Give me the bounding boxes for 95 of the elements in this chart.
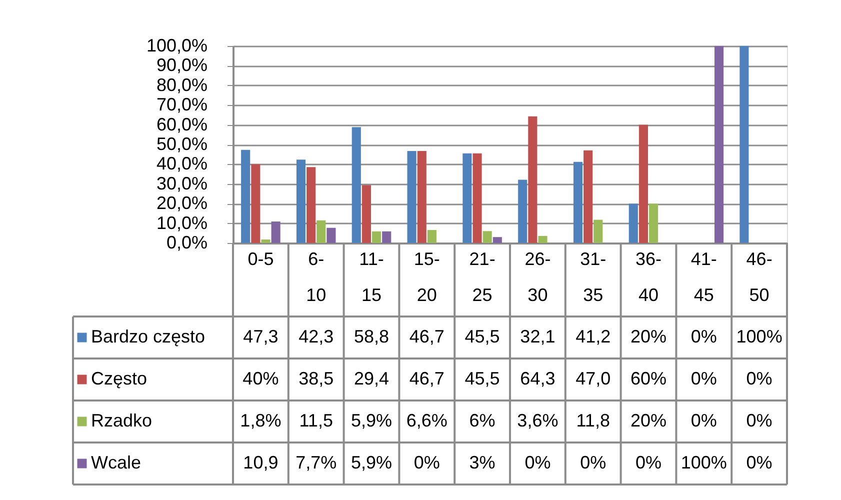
x-tick-label: 11-15 xyxy=(359,249,384,305)
bar xyxy=(382,231,392,243)
bar xyxy=(472,153,482,243)
y-tick-label: 0,0% xyxy=(166,232,208,252)
data-label: 11,5 xyxy=(299,410,333,430)
x-tick-label: 0-5 xyxy=(248,249,274,269)
data-label: 3% xyxy=(469,452,496,472)
legend-label: Często xyxy=(91,368,148,388)
bar xyxy=(628,204,638,243)
data-label: 0% xyxy=(580,452,606,472)
bar xyxy=(594,220,603,243)
bar xyxy=(462,153,472,243)
data-label: 58,8 xyxy=(354,326,390,346)
data-label: 47,3 xyxy=(243,326,278,346)
bar xyxy=(372,231,382,243)
bar xyxy=(271,222,280,243)
data-label: 0% xyxy=(690,410,717,430)
bar xyxy=(241,150,250,243)
data-label: 40% xyxy=(242,368,279,388)
bar xyxy=(251,164,260,243)
data-label: 0% xyxy=(635,452,662,472)
data-label: 38,5 xyxy=(298,368,334,388)
x-tick-label: 6-10 xyxy=(306,249,326,305)
y-tick-label: 100,0% xyxy=(146,36,208,56)
data-label: 47,0 xyxy=(576,368,611,388)
data-label: 6,6% xyxy=(406,410,448,430)
data-label: 46,7 xyxy=(409,368,444,388)
data-label: 42,3 xyxy=(298,326,334,346)
y-tick-label: 40,0% xyxy=(156,154,208,174)
data-label: 6% xyxy=(469,410,496,430)
data-label: 0% xyxy=(690,326,717,346)
x-tick-label: 36-40 xyxy=(635,249,662,305)
data-label: 45,5 xyxy=(464,326,500,346)
data-label: 11,8 xyxy=(576,410,610,430)
data-label: 5,9% xyxy=(350,410,392,430)
data-label: 45,5 xyxy=(464,368,500,388)
bar xyxy=(316,220,326,243)
data-label: 0% xyxy=(746,410,772,430)
y-tick-label: 10,0% xyxy=(156,212,208,233)
bar xyxy=(538,236,548,243)
bar xyxy=(306,167,316,243)
legend-label: Bardzo często xyxy=(91,326,206,346)
data-label: 100% xyxy=(680,452,727,472)
x-tick-label: 41-45 xyxy=(690,249,717,305)
data-label: 60% xyxy=(630,368,667,388)
bar xyxy=(584,150,593,243)
data-label: 1,8% xyxy=(240,410,282,430)
data-label: 64,3 xyxy=(520,368,556,388)
bar xyxy=(528,116,538,243)
data-label: 32,1 xyxy=(520,326,556,346)
data-label: 20% xyxy=(630,410,667,430)
legend-label: Rzadko xyxy=(91,410,152,430)
data-label: 0% xyxy=(746,452,772,472)
data-label: 0% xyxy=(690,368,717,388)
y-tick-label: 90,0% xyxy=(156,55,208,76)
bar xyxy=(573,162,583,243)
data-label: 29,4 xyxy=(354,368,390,388)
data-label: 20% xyxy=(630,326,667,346)
x-tick-label: 15-20 xyxy=(414,249,440,305)
data-label: 0% xyxy=(414,452,440,472)
bar xyxy=(649,204,658,243)
data-label: 5,9% xyxy=(350,452,392,472)
data-label: 7,7% xyxy=(296,452,337,472)
data-label: 3,6% xyxy=(517,410,558,430)
bar xyxy=(482,231,492,243)
data-label: 41,2 xyxy=(576,326,611,346)
bar xyxy=(296,160,306,243)
y-tick-label: 70,0% xyxy=(156,94,208,115)
bar xyxy=(740,46,749,243)
bar xyxy=(326,228,336,243)
data-label: 10,9 xyxy=(243,452,278,472)
bar xyxy=(714,46,724,243)
bar xyxy=(638,124,648,243)
bar xyxy=(261,239,270,243)
x-tick-label: 21-25 xyxy=(469,249,496,305)
y-tick-label: 20,0% xyxy=(156,193,208,214)
x-tick-label: 31-35 xyxy=(580,249,606,305)
bar xyxy=(417,151,426,243)
data-label: 0% xyxy=(746,368,772,388)
bar xyxy=(492,237,502,243)
y-tick-label: 50,0% xyxy=(156,134,208,154)
y-tick-label: 80,0% xyxy=(156,74,208,95)
bar xyxy=(352,127,361,243)
data-label: 46,7 xyxy=(409,326,444,346)
bar xyxy=(427,230,436,243)
x-tick-label: 46-50 xyxy=(746,249,772,305)
bar xyxy=(362,185,371,243)
x-tick-label: 26-30 xyxy=(524,249,551,305)
data-label: 100% xyxy=(736,326,782,346)
data-label: 0% xyxy=(524,452,551,472)
y-tick-label: 30,0% xyxy=(156,173,208,194)
legend-label: Wcale xyxy=(91,452,142,472)
bar xyxy=(518,180,528,243)
bar xyxy=(407,151,416,243)
y-tick-label: 60,0% xyxy=(156,114,208,134)
